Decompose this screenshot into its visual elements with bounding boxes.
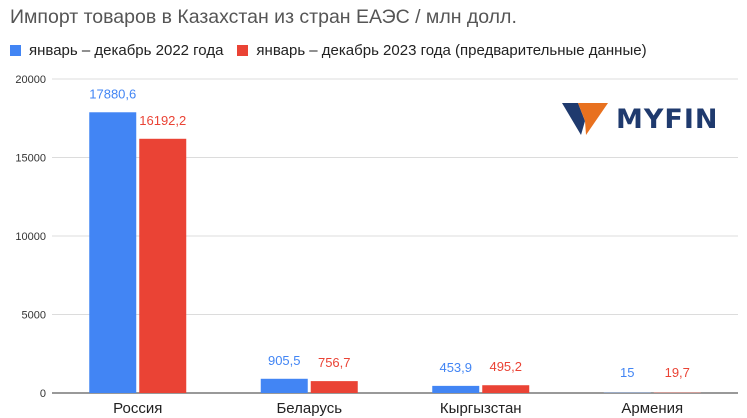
legend-label-2022: январь – декабрь 2022 года <box>29 41 224 59</box>
y-tick-label: 0 <box>40 388 46 400</box>
bar-2022 <box>89 112 137 393</box>
bars <box>89 112 701 393</box>
category-label: Армения <box>621 400 683 417</box>
bar-2022 <box>260 378 308 393</box>
data-label-2023: 495,2 <box>489 359 522 374</box>
category-label: Кыргызстан <box>440 400 522 417</box>
logo-text: MYFIN <box>616 103 719 135</box>
y-axis-ticks: 0 5000 10000 15000 20000 <box>15 74 46 400</box>
y-tick-label: 5000 <box>22 310 46 322</box>
category-label: Россия <box>113 400 162 417</box>
chart-title: Импорт товаров в Казахстан из стран ЕАЭС… <box>10 6 517 28</box>
data-label-2022: 15 <box>620 365 634 380</box>
y-tick-label: 10000 <box>15 231 46 243</box>
category-labels: Россия Беларусь Кыргызстан Армения <box>113 400 683 417</box>
legend-item-2022: январь – декабрь 2022 года <box>10 42 223 59</box>
data-label-2022: 905,5 <box>268 353 301 368</box>
bar-2023 <box>310 381 358 393</box>
category-label: Беларусь <box>276 400 342 417</box>
data-label-2022: 453,9 <box>439 360 472 375</box>
myfin-logo: MYFIN <box>562 100 719 138</box>
data-label-2023: 16192,2 <box>139 113 186 128</box>
data-label-2022: 17880,6 <box>89 86 136 101</box>
data-label-2023: 19,7 <box>665 365 690 380</box>
legend-swatch-2023 <box>237 44 249 56</box>
y-tick-label: 15000 <box>15 153 46 165</box>
bar-2022 <box>432 385 480 393</box>
data-label-2023: 756,7 <box>318 355 351 370</box>
legend: январь – декабрь 2022 года январь – дека… <box>10 40 661 60</box>
legend-swatch-2022 <box>10 44 21 56</box>
legend-label-2023: январь – декабрь 2023 года (предваритель… <box>256 41 647 59</box>
y-tick-label: 20000 <box>15 74 46 86</box>
bar-2023 <box>139 138 187 393</box>
bar-2023 <box>482 385 530 393</box>
myfin-v-logo-icon <box>562 103 608 135</box>
legend-item-2023: январь – декабрь 2023 года (предваритель… <box>237 41 647 59</box>
